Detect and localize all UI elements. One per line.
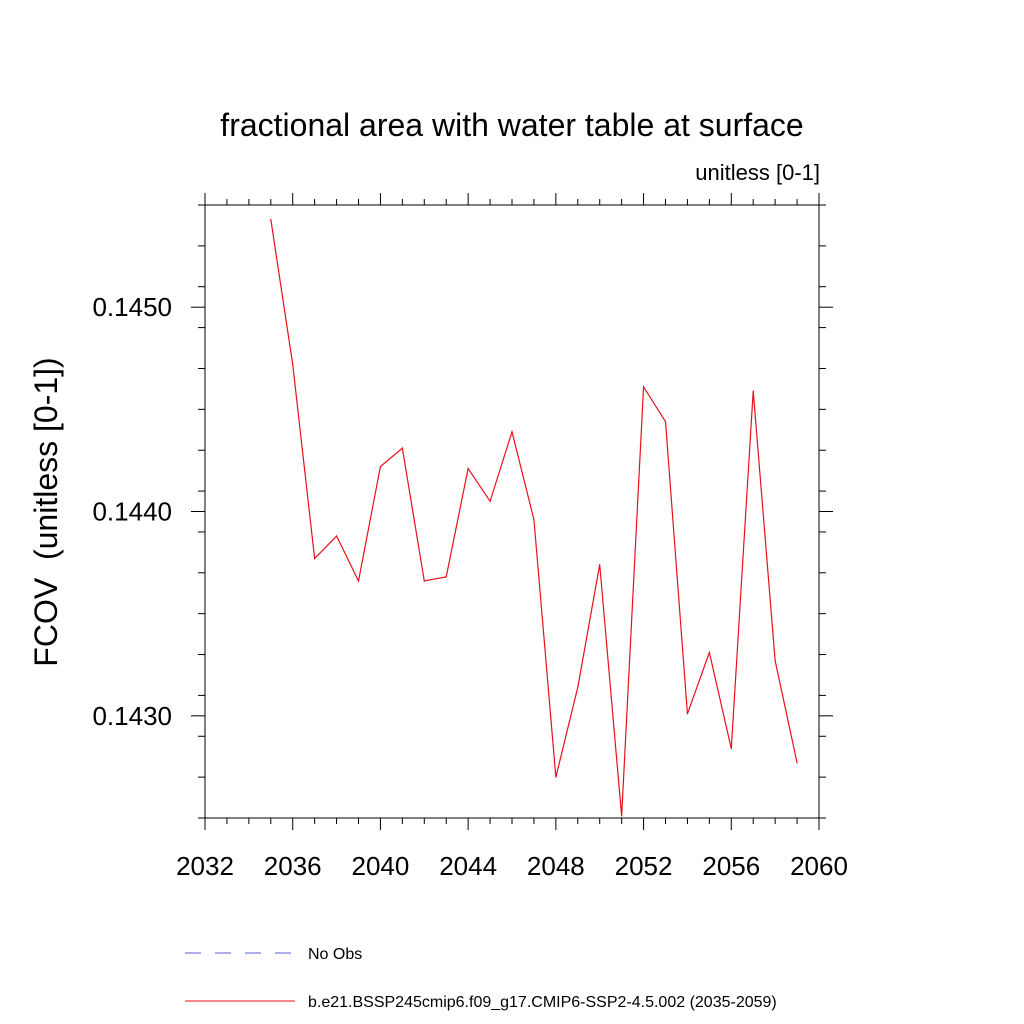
chart-title: fractional area with water table at surf… bbox=[220, 107, 803, 143]
data-point bbox=[314, 557, 316, 560]
x-tick-label: 2048 bbox=[527, 851, 585, 881]
data-point bbox=[577, 686, 579, 688]
data-point bbox=[533, 519, 535, 521]
legend-label-model: b.e21.BSSP245cmip6.f09_g17.CMIP6-SSP2-4.… bbox=[308, 994, 777, 1011]
data-point bbox=[664, 420, 667, 423]
data-point bbox=[599, 564, 601, 566]
data-point bbox=[686, 713, 689, 715]
data-point bbox=[774, 660, 776, 662]
data-point bbox=[467, 467, 469, 470]
x-tick-label: 2036 bbox=[264, 851, 322, 881]
data-point bbox=[511, 431, 513, 433]
x-tick-label: 2044 bbox=[439, 851, 497, 881]
x-tick-label: 2052 bbox=[615, 851, 673, 881]
data-point bbox=[752, 390, 754, 392]
data-point bbox=[423, 580, 425, 582]
plot-frame bbox=[204, 204, 820, 819]
data-point bbox=[489, 500, 491, 502]
data-point bbox=[796, 762, 798, 764]
data-point bbox=[555, 776, 557, 778]
x-tick-label: 2056 bbox=[702, 851, 760, 881]
data-point bbox=[357, 580, 360, 582]
y-tick-label: 0.1430 bbox=[92, 701, 172, 731]
y-tick-label: 0.1440 bbox=[92, 497, 172, 527]
legend: No Obs b.e21.BSSP245cmip6.f09_g17.CMIP6-… bbox=[185, 946, 777, 1011]
data-point bbox=[708, 651, 710, 654]
y-axis-label: FCOV (unitless [0-1]) bbox=[28, 357, 64, 666]
axis-tick-labels: 2032 2036 2040 2044 2048 2052 2056 2060 0.1430 0.… bbox=[92, 292, 847, 881]
x-tick-label: 2040 bbox=[352, 851, 410, 881]
data-point bbox=[445, 576, 447, 578]
data-point bbox=[292, 363, 294, 365]
data-point bbox=[730, 747, 732, 750]
data-point bbox=[401, 447, 403, 449]
axis-ticks bbox=[191, 193, 833, 830]
x-tick-label: 2060 bbox=[790, 851, 848, 881]
data-series bbox=[270, 218, 798, 817]
data-point bbox=[621, 815, 623, 817]
data-point bbox=[379, 465, 382, 468]
data-point bbox=[270, 218, 272, 220]
chart-subtitle: unitless [0-1] bbox=[695, 160, 820, 185]
x-tick-label: 2032 bbox=[176, 851, 234, 881]
data-point bbox=[335, 535, 338, 537]
y-tick-label: 0.1450 bbox=[92, 292, 172, 322]
series-line bbox=[270, 219, 798, 817]
legend-label-no-obs: No Obs bbox=[308, 946, 362, 963]
data-point bbox=[642, 386, 645, 388]
